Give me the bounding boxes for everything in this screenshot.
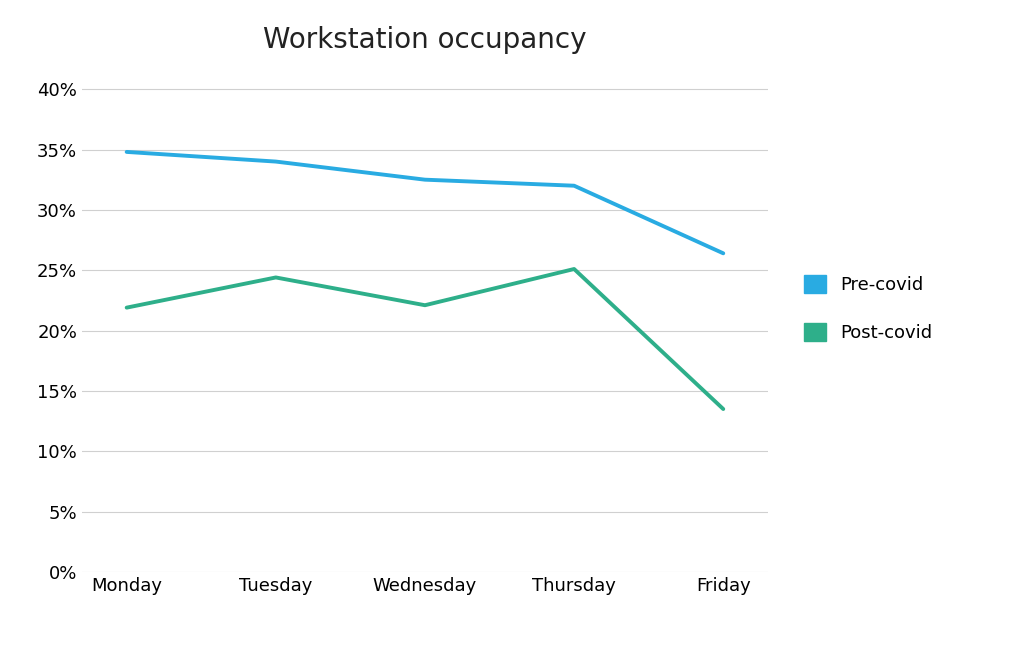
Post-covid — [419, 302, 431, 309]
Post-covid — [269, 274, 282, 281]
Post-covid — [121, 304, 133, 311]
Pre-covid — [717, 250, 729, 257]
Pre-covid — [121, 148, 133, 156]
Title: Workstation occupancy: Workstation occupancy — [263, 27, 587, 55]
Pre-covid — [419, 176, 431, 183]
Pre-covid — [269, 158, 282, 166]
Line: Pre-covid: Pre-covid — [127, 152, 723, 254]
Line: Post-covid: Post-covid — [127, 269, 723, 409]
Legend: Pre-covid, Post-covid: Pre-covid, Post-covid — [805, 274, 933, 342]
Pre-covid — [568, 182, 581, 190]
Post-covid — [568, 265, 581, 273]
Post-covid — [717, 405, 729, 413]
